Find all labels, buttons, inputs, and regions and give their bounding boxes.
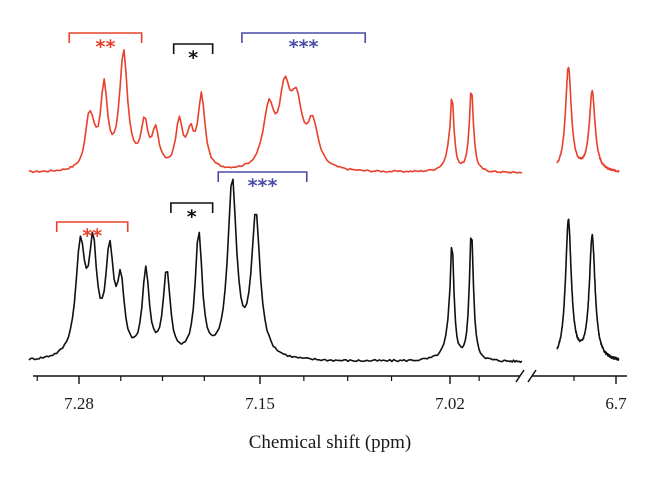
group-marker-top-red_group: ** [68, 32, 143, 58]
group-marker-label: ** [82, 225, 102, 247]
group-bracket [172, 43, 214, 54]
group-marker-bottom-red_group: ** [55, 221, 129, 247]
x-tick-label: 7.28 [64, 394, 94, 413]
group-marker-label: * [188, 47, 198, 69]
x-tick-label: 7.15 [245, 394, 275, 413]
group-bracket [241, 32, 367, 43]
group-marker-bottom-blue_group: *** [217, 171, 308, 197]
group-marker-top-blue_group: *** [241, 32, 367, 58]
group-bracket [217, 171, 308, 182]
group-marker-label: *** [248, 175, 278, 197]
group-marker-label: *** [289, 36, 319, 58]
spectrum-top-segment-2 [556, 66, 620, 173]
spectrum-bottom-segment-2 [556, 218, 620, 361]
group-bracket [170, 202, 214, 213]
x-tick-label: 7.02 [435, 394, 465, 413]
group-marker-top-black_group: * [172, 43, 214, 69]
x-tick-label: 6.7 [605, 394, 627, 413]
plot-area: ** * *********7.28 7.15 7.02 6.7 [28, 32, 627, 413]
axis-break-mark-right [527, 369, 537, 383]
group-marker-label: ** [96, 36, 116, 58]
spectrum-top-segment-1 [28, 49, 523, 174]
group-bracket [68, 32, 143, 43]
group-marker-label: * [187, 206, 197, 228]
x-axis-title: Chemical shift (ppm) [249, 432, 412, 453]
axis-break-mark-left [515, 369, 525, 383]
spectrum-bottom-segment-1 [28, 178, 523, 364]
group-marker-bottom-black_group: * [170, 202, 214, 228]
group-bracket [55, 221, 129, 232]
